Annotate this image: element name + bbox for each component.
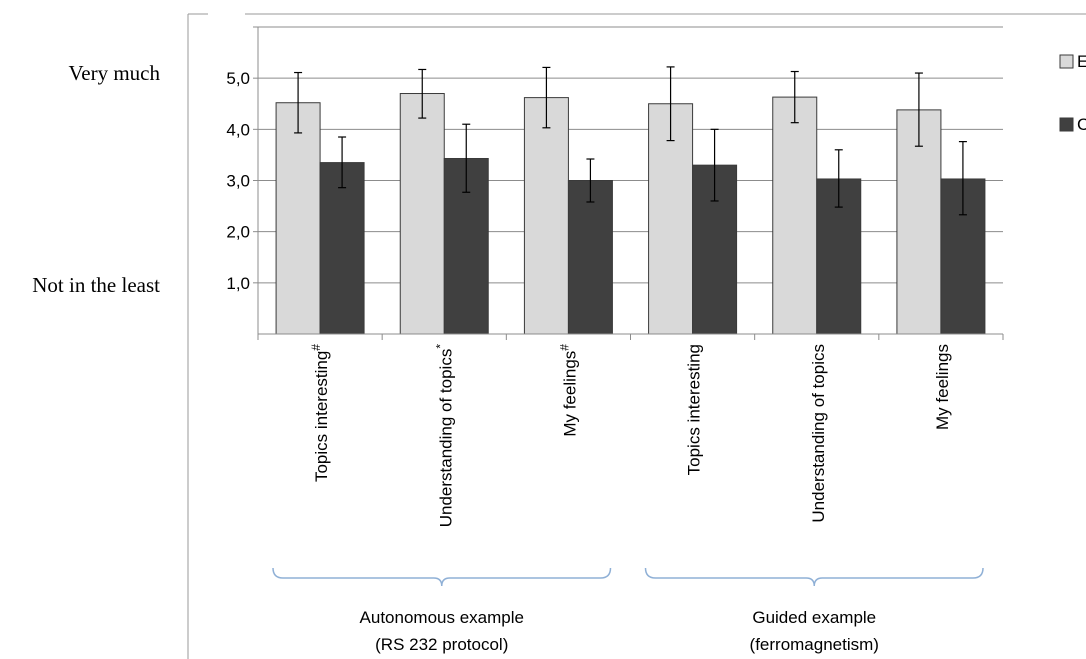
bar-C-5 — [940, 178, 986, 335]
error-bar-C-3 — [710, 128, 719, 202]
group-brace — [272, 567, 612, 587]
bar-E-4 — [772, 96, 818, 335]
error-bar-C-4 — [834, 149, 843, 208]
significance-mark: * — [433, 344, 447, 349]
error-bar-E-2 — [542, 66, 551, 129]
y-tick-label: 2,0 — [226, 223, 250, 242]
error-bar-E-3 — [666, 66, 675, 142]
bar-E-0 — [275, 102, 321, 335]
legend-label-E: E — [1077, 52, 1086, 71]
significance-mark: # — [309, 344, 323, 351]
y-tick-label: 5,0 — [226, 69, 250, 88]
bar-series — [275, 93, 986, 335]
error-bar-E-4 — [790, 70, 799, 124]
error-bar-C-0 — [338, 136, 347, 189]
significance-mark: # — [557, 344, 571, 351]
error-bar-C-5 — [958, 141, 967, 216]
bar-E-5 — [896, 109, 942, 335]
y-tick-label: 4,0 — [226, 120, 250, 139]
bar-E-1 — [399, 93, 445, 335]
gridlines — [258, 26, 1003, 284]
y-axis: 1,0 2,0 3,0 4,0 5,0 — [226, 26, 259, 334]
legend-swatch-E — [1059, 54, 1074, 69]
x-tick-label: Understanding of topics — [809, 344, 828, 523]
group-sublabel: (RS 232 protocol) — [375, 635, 508, 654]
scale-label-top: Very much — [68, 61, 160, 85]
error-bar-E-5 — [914, 72, 923, 147]
x-tick-label: Topics interesting — [685, 344, 704, 475]
group-brace — [644, 567, 984, 587]
y-tick-label: 3,0 — [226, 172, 250, 191]
error-bar-C-2 — [586, 158, 595, 203]
y-tick-label: 1,0 — [226, 274, 250, 293]
error-bar-C-1 — [462, 123, 471, 193]
chart-frame — [187, 13, 1086, 659]
x-tick-label: My feelings — [933, 344, 952, 430]
group-label: Guided example — [752, 608, 876, 627]
error-bars — [294, 66, 967, 216]
legend: EC — [1059, 52, 1086, 134]
scale-label-bottom: Not in the least — [32, 273, 160, 297]
group-sublabel: (ferromagnetism) — [750, 635, 879, 654]
error-bar-E-1 — [418, 68, 427, 119]
group-label: Autonomous example — [360, 608, 524, 627]
legend-label-C: C — [1077, 115, 1086, 134]
x-axis: Topics interesting#Understanding of topi… — [257, 333, 1004, 528]
error-bar-E-0 — [294, 71, 303, 134]
x-tick-label: Topics interesting# — [309, 344, 331, 482]
bar-E-2 — [523, 97, 569, 335]
bar-C-2 — [567, 180, 613, 335]
category-groups: Autonomous example (RS 232 protocol) Guide… — [272, 567, 984, 654]
legend-swatch-C — [1059, 117, 1074, 132]
bar-C-0 — [319, 162, 365, 335]
x-tick-label: My feelings# — [557, 344, 579, 437]
x-tick-label: Understanding of topics* — [433, 344, 455, 528]
